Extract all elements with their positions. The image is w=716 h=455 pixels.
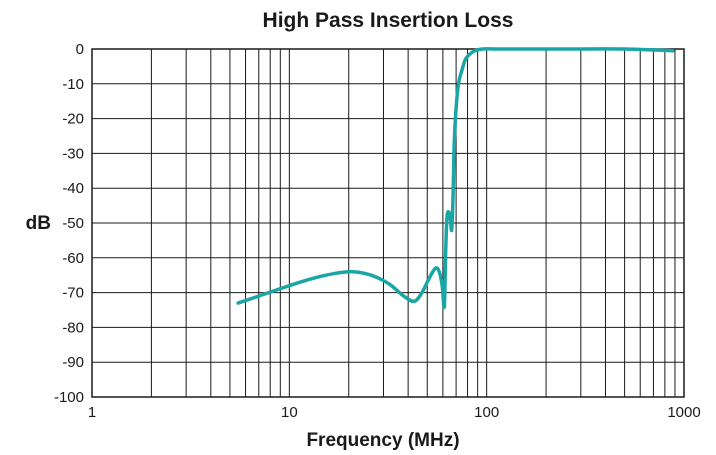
y-tick-label: -40 [62,180,84,197]
x-axis-label: Frequency (MHz) [306,430,459,451]
y-tick-label: -10 [62,76,84,93]
x-tick-label: 1000 [667,404,700,421]
x-tick-labels: 1 10 100 1000 [88,404,701,421]
grid [91,48,685,398]
y-tick-label: -90 [62,354,84,371]
y-tick-label: -50 [62,215,84,232]
y-tick-label: -80 [62,319,84,336]
plot-frame [91,48,685,398]
y-tick-label: -70 [62,285,84,302]
series-line [236,47,675,310]
chart-title: High Pass Insertion Loss [263,9,514,32]
y-axis-label: dB [26,213,51,234]
y-tick-label: -30 [62,145,84,162]
x-tick-label: 1 [88,404,96,421]
y-tick-label: -60 [62,250,84,267]
series-group [236,47,675,310]
y-tick-label: -100 [54,389,84,406]
x-tick-label: 100 [474,404,499,421]
y-tick-label: 0 [76,41,84,58]
y-tick-label: -20 [62,111,84,128]
y-tick-labels: 0 -10 -20 -30 -40 -50 -60 -70 -80 -90 -100 [54,41,84,406]
x-tick-label: 10 [281,404,298,421]
